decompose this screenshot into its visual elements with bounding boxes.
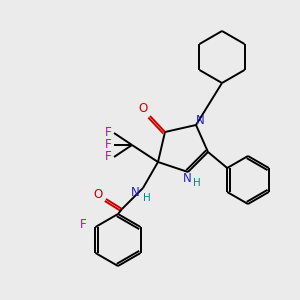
Text: O: O — [93, 188, 103, 202]
Text: F: F — [80, 218, 87, 232]
Text: N: N — [130, 187, 140, 200]
Text: N: N — [196, 115, 204, 128]
Text: H: H — [143, 193, 151, 203]
Text: O: O — [138, 103, 148, 116]
Text: N: N — [183, 172, 191, 185]
Text: H: H — [193, 178, 201, 188]
Text: F: F — [105, 151, 111, 164]
Text: F: F — [105, 127, 111, 140]
Text: F: F — [105, 139, 111, 152]
